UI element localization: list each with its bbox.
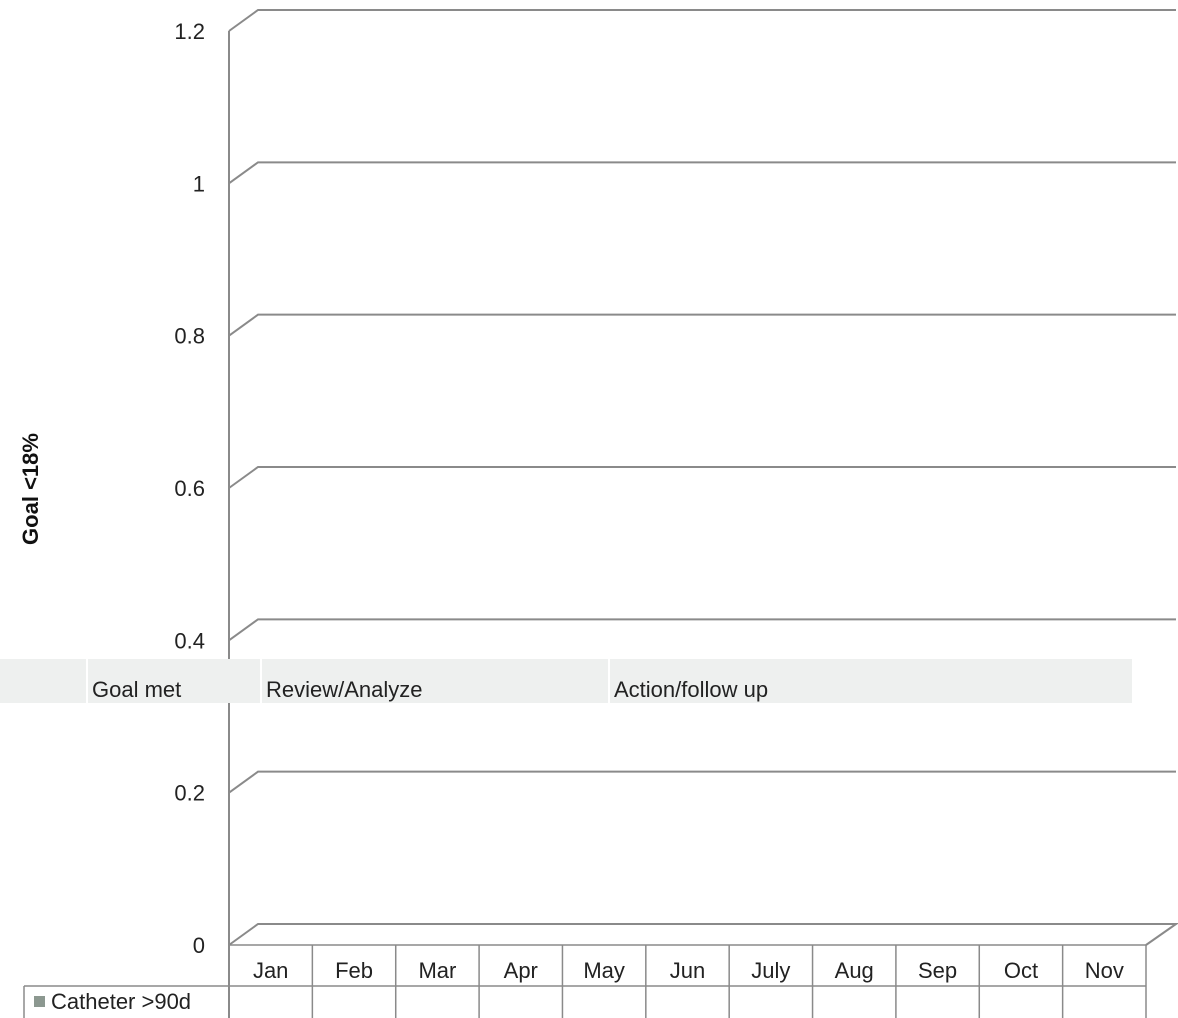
y-tick-0.8: 0.8: [174, 324, 205, 349]
category-label-mar: Mar: [418, 958, 456, 983]
gridline-0.8: [228, 313, 1176, 337]
category-label-nov: Nov: [1085, 958, 1124, 983]
floor: [228, 923, 1178, 946]
status-action-follow-up: Action/follow up: [610, 659, 1132, 703]
gridline-0.4: [228, 618, 1176, 642]
gridlines: [228, 9, 1176, 794]
status-review-analyze: Review/Analyze: [262, 659, 608, 703]
category-label-apr: Apr: [504, 958, 538, 983]
category-label-jan: Jan: [253, 958, 288, 983]
data-table: [23, 944, 1147, 1018]
category-label-oct: Oct: [1004, 958, 1038, 983]
category-labels: Jan Feb Mar Apr May Jun July Aug Sep Oct Nov: [253, 958, 1124, 983]
y-tick-0.2: 0.2: [174, 781, 205, 806]
gridline-0.6: [228, 466, 1176, 489]
y-tick-labels: 0 0.2 0.4 0.6 0.8 1 1.2: [174, 19, 205, 958]
y-tick-0: 0: [193, 933, 205, 958]
status-blank: [0, 659, 86, 703]
y-tick-1.2: 1.2: [174, 19, 205, 44]
legend-label-catheter: Catheter >90d: [51, 989, 191, 1014]
category-label-sep: Sep: [918, 958, 957, 983]
gridline-1.2: [228, 9, 1176, 32]
gridline-0.2: [228, 770, 1176, 794]
category-label-may: May: [583, 958, 625, 983]
legend-swatch: [34, 996, 45, 1007]
y-axis-label: Goal <18%: [18, 433, 43, 545]
category-label-jun: Jun: [670, 958, 705, 983]
category-label-july: July: [751, 958, 790, 983]
y-tick-1: 1: [193, 171, 205, 196]
category-label-aug: Aug: [835, 958, 874, 983]
category-label-feb: Feb: [335, 958, 373, 983]
legend: Catheter >90d: [34, 989, 191, 1014]
y-tick-0.6: 0.6: [174, 476, 205, 501]
axes: [228, 31, 1178, 1018]
y-tick-0.4: 0.4: [174, 628, 205, 653]
gridline-1: [228, 161, 1176, 185]
status-goal-met: Goal met: [88, 659, 260, 703]
status-bar: Goal met Review/Analyze Action/follow up: [0, 659, 1132, 703]
